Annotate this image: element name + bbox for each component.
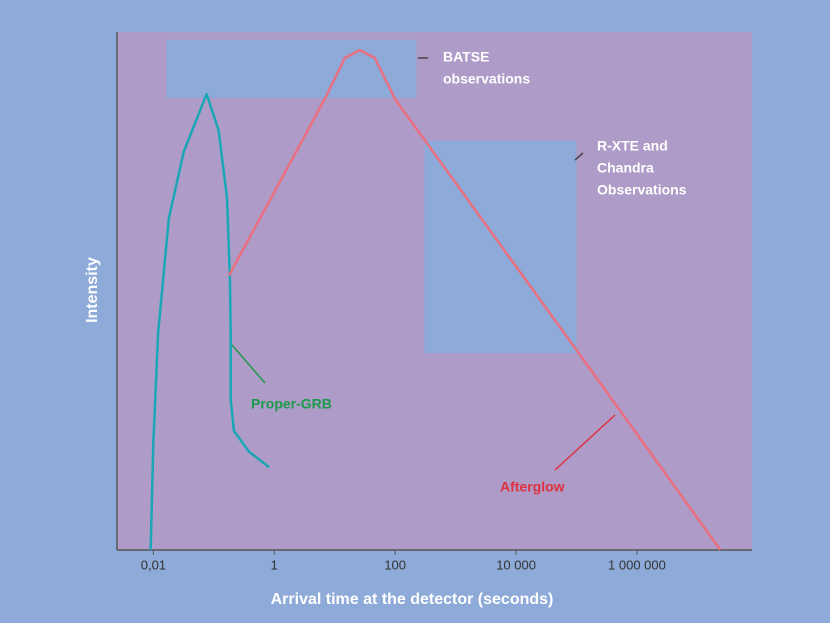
region-label: BATSE bbox=[443, 49, 489, 65]
series-pointer bbox=[231, 344, 266, 384]
x-tick-label: 1 000 000 bbox=[608, 557, 666, 572]
series-pointer bbox=[554, 414, 616, 471]
series-line bbox=[227, 48, 722, 551]
x-axis-label: Arrival time at the detector (seconds) bbox=[271, 591, 554, 608]
y-axis-label: Intensity bbox=[84, 257, 101, 323]
series-line bbox=[149, 92, 270, 551]
region-label: Chandra bbox=[597, 160, 654, 176]
series-label: Afterglow bbox=[500, 479, 565, 495]
observation-region bbox=[166, 39, 417, 98]
x-tick-label: 10 000 bbox=[496, 557, 536, 572]
x-tick-label: 1 bbox=[271, 557, 278, 572]
x-tick-label: 100 bbox=[384, 557, 406, 572]
region-label: R-XTE and bbox=[597, 138, 668, 154]
series-label: Proper-GRB bbox=[251, 396, 332, 412]
region-label: Observations bbox=[597, 182, 687, 198]
region-pointer bbox=[574, 152, 584, 161]
region-label: observations bbox=[443, 71, 530, 87]
x-tick-label: 0,01 bbox=[141, 557, 166, 572]
